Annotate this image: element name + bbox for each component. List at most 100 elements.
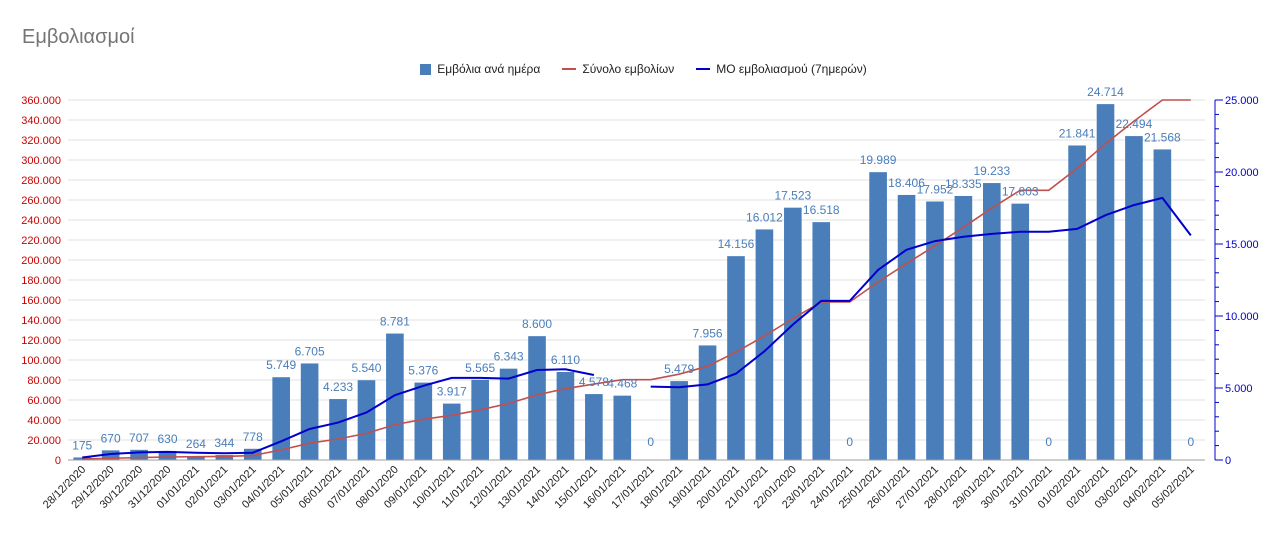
y-left-tick-label: 180.000 [21,275,61,287]
bar-data-label: 24.714 [1087,85,1124,99]
bar-data-label: 778 [243,430,263,444]
bar [698,345,717,460]
y-left-tick-label: 80.000 [27,375,61,387]
bar-data-label: 0 [1187,435,1194,449]
bar-data-label: 21.568 [1144,130,1181,144]
legend-swatch-total [562,68,577,70]
y-left-tick-label: 200.000 [21,255,61,267]
bar-data-label: 0 [1045,435,1052,449]
bar [1011,203,1030,461]
bar-data-label: 21.841 [1059,126,1096,140]
y-right-tick-label: 25.000 [1225,95,1259,107]
y-left-tick-label: 280.000 [21,175,61,187]
bar [1068,145,1086,460]
bar [243,448,262,460]
bar-data-label: 19.989 [860,153,897,167]
bar [499,368,518,460]
bar [755,229,774,460]
bar-data-label: 0 [846,435,853,449]
bar-data-label: 19.233 [973,164,1010,178]
bar-data-label: 5.376 [408,364,438,378]
bar [812,222,831,460]
bar-data-label: 6.110 [551,353,580,367]
bar-data-label: 18.406 [888,176,925,190]
bar-data-label: 5.565 [465,361,495,375]
y-left-tick-label: 60.000 [27,395,61,407]
y-left-tick-label: 100.000 [21,355,61,367]
bar [414,382,433,460]
y-right-tick-label: 0 [1225,455,1231,467]
bar [784,207,802,460]
bar-data-label: 3.917 [437,385,467,399]
bar [585,394,603,460]
bar [869,172,887,461]
y-left-tick-label: 260.000 [21,195,61,207]
bar-data-label: 5.749 [266,358,296,372]
bar-data-label: 8.781 [380,315,410,329]
y-left-tick-label: 360.000 [21,95,61,107]
y-left-tick-label: 40.000 [27,415,61,427]
y-right-tick-label: 15.000 [1225,239,1259,251]
bar [556,372,575,460]
y-left-tick-label: 300.000 [21,155,61,167]
y-left-tick-label: 0 [55,455,61,467]
bar-data-label: 4.468 [607,377,637,391]
bar [101,450,120,460]
bar-data-label: 18.335 [945,177,982,191]
legend: Εμβόλια ανά ημέρα Σύνολο εμβολίων ΜΟ εμβ… [0,62,1287,76]
legend-item-daily[interactable]: Εμβόλια ανά ημέρα [420,62,540,76]
bar [926,201,944,460]
bar-data-label: 630 [157,432,177,446]
bar [1125,136,1143,460]
bar [130,449,148,460]
bar [357,380,376,460]
y-right-tick-label: 10.000 [1225,311,1259,323]
bar-data-label: 22.494 [1116,117,1153,131]
bar [471,379,489,460]
bar-data-label: 5.540 [351,361,381,375]
bar [187,456,205,460]
chart-title: Εμβολιασμοί [22,26,135,48]
bar-data-label: 344 [214,436,234,450]
bar-data-label: 14.156 [718,237,755,251]
legend-label-total: Σύνολο εμβολίων [582,62,675,76]
bar [1153,149,1172,460]
bar [670,381,688,460]
bar-data-label: 16.012 [746,210,783,224]
bar-data-label: 0 [647,435,654,449]
bar [272,377,290,460]
bar [215,455,234,460]
bar-data-label: 4.578 [579,375,609,389]
y-left-tick-label: 340.000 [21,115,61,127]
legend-swatch-average [696,68,711,70]
bar-data-label: 17.952 [917,182,954,196]
bar [386,333,404,460]
average-line [82,196,1192,459]
legend-item-average[interactable]: ΜΟ εμβολιασμού (7ημερών) [696,62,867,76]
y-left-tick-label: 320.000 [21,135,61,147]
bar-data-label: 264 [186,437,206,451]
bar-data-label: 5.479 [664,362,694,376]
legend-label-daily: Εμβόλια ανά ημέρα [437,62,541,76]
bar-data-label: 670 [101,431,121,445]
legend-item-total[interactable]: Σύνολο εμβολίων [562,62,674,76]
bar-data-label: 7.956 [693,326,723,340]
bar-data-label: 17.803 [1002,185,1039,199]
legend-label-average: ΜΟ εμβολιασμού (7ημερών) [716,62,867,76]
bar [727,256,745,460]
bar-data-label: 707 [129,431,149,445]
bar [613,395,632,460]
y-left-tick-label: 120.000 [21,335,61,347]
bar-data-label: 6.343 [494,350,524,364]
legend-swatch-daily [420,63,432,75]
bar [442,403,461,460]
bar-data-label: 4.233 [323,380,353,394]
y-left-tick-label: 160.000 [21,295,61,307]
bar-data-label: 175 [72,438,92,452]
y-left-tick-label: 20.000 [27,435,61,447]
bar [954,195,973,460]
y-left-tick-label: 220.000 [21,235,61,247]
bar [897,194,916,460]
